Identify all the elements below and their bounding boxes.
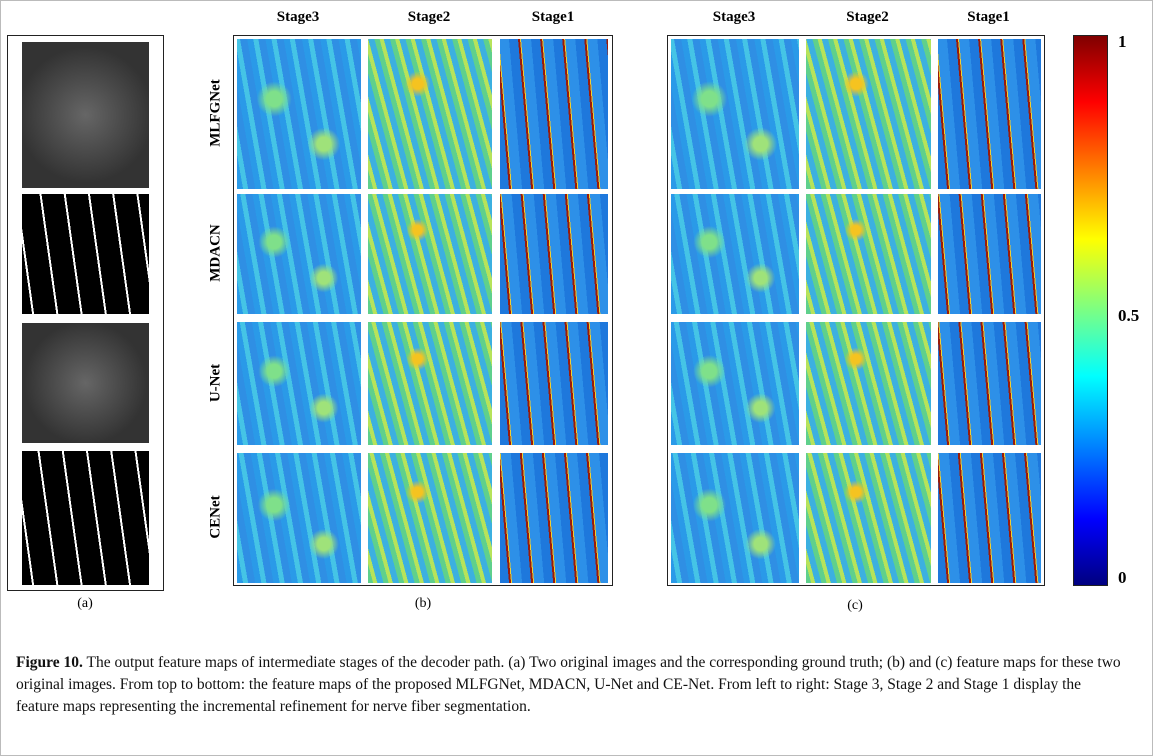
column-header: Stage2 [407, 9, 451, 25]
colorbar-tick-label: 0 [1118, 568, 1127, 587]
feature-map [368, 194, 492, 314]
row-label: CENet [207, 495, 224, 539]
feature-map [237, 194, 361, 314]
feature-map [500, 322, 608, 445]
feature-map [500, 194, 608, 314]
ground-truth [22, 194, 149, 314]
colorbar-tick-label: 0.5 [1118, 306, 1140, 325]
colorbar-tick-label: 1 [1118, 32, 1127, 51]
row-label: MLFGNet [207, 79, 224, 147]
feature-map [671, 453, 799, 583]
row-label: U-Net [207, 363, 224, 402]
column-header: Stage3 [712, 9, 756, 25]
panel-c-box [667, 35, 1045, 586]
feature-map [671, 322, 799, 445]
panel-label: (b) [414, 596, 432, 611]
feature-map [806, 194, 931, 314]
ground-truth [22, 451, 149, 585]
feature-map [806, 453, 931, 583]
feature-map [938, 453, 1041, 583]
feature-map [500, 39, 608, 189]
original-image [22, 323, 149, 443]
feature-map [671, 39, 799, 189]
caption: Figure 10. The output feature maps of in… [16, 652, 1126, 718]
feature-map [806, 39, 931, 189]
column-header: Stage3 [276, 9, 320, 25]
feature-map [938, 39, 1041, 189]
panel-label: (c) [847, 598, 863, 613]
panel-label: (a) [77, 596, 93, 611]
caption-label: Figure 10. [16, 654, 83, 671]
caption-text: The output feature maps of intermediate … [16, 654, 1121, 715]
row-label: MDACN [207, 224, 224, 282]
feature-map [237, 39, 361, 189]
feature-map [938, 194, 1041, 314]
panel-a-box [7, 35, 164, 591]
feature-map [671, 194, 799, 314]
panel-b-box [233, 35, 613, 586]
feature-map [237, 453, 361, 583]
colorbar [1073, 35, 1108, 586]
feature-map [368, 322, 492, 445]
feature-map [938, 322, 1041, 445]
column-header: Stage1 [531, 9, 575, 25]
feature-map [368, 453, 492, 583]
feature-map [368, 39, 492, 189]
column-header: Stage2 [846, 9, 889, 25]
original-image [22, 42, 149, 188]
feature-map [500, 453, 608, 583]
feature-map [806, 322, 931, 445]
feature-map [237, 322, 361, 445]
column-header: Stage1 [967, 9, 1010, 25]
